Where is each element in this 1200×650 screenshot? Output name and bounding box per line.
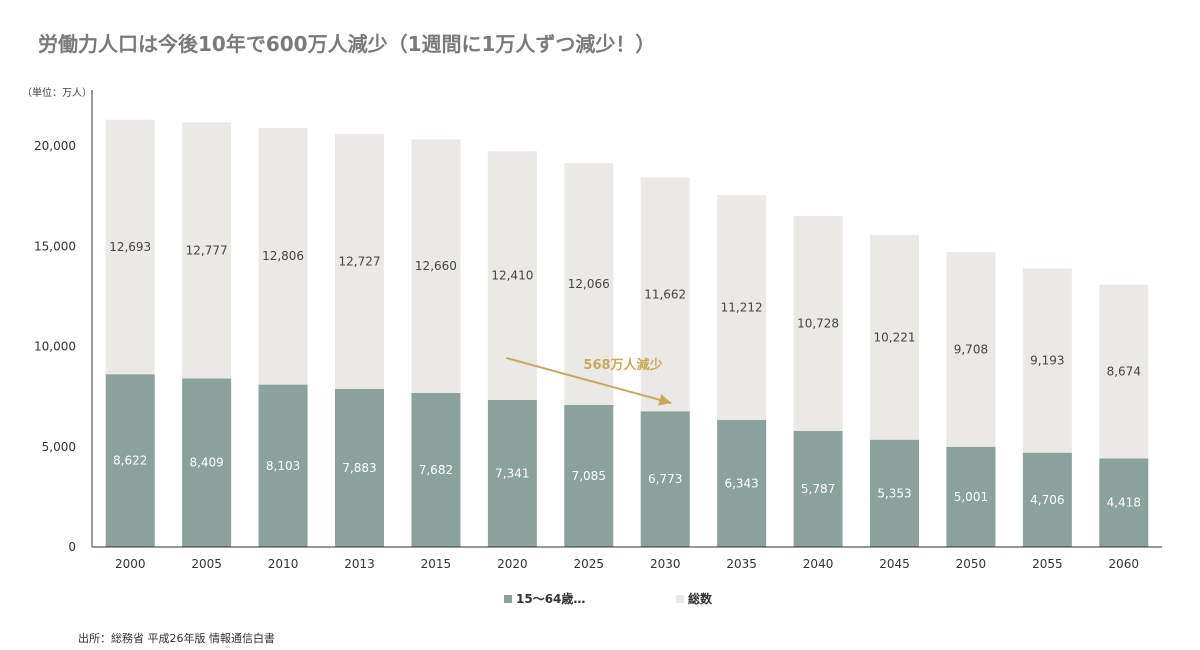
- x-tick-label: 2035: [726, 557, 757, 571]
- bar-workforce: [487, 399, 537, 547]
- bar-workforce: [258, 384, 308, 547]
- x-tick-label: 2010: [268, 557, 299, 571]
- bar-workforce: [105, 374, 155, 547]
- bar-total: [487, 151, 537, 400]
- bar-workforce: [1099, 458, 1149, 547]
- bar-total: [105, 119, 155, 375]
- unit-label: （単位：万人）: [22, 88, 92, 99]
- bar-total: [717, 195, 767, 420]
- value-label-total: 9,193: [1030, 354, 1064, 368]
- value-label-total: 10,221: [874, 330, 916, 344]
- x-tick-label: 2050: [956, 557, 987, 571]
- value-label-workforce: 8,622: [113, 454, 147, 468]
- y-tick-label: 5,000: [42, 440, 76, 454]
- bar-workforce: [411, 393, 461, 547]
- value-label-workforce: 8,409: [189, 456, 223, 470]
- bar-total: [564, 163, 614, 405]
- bar-workforce: [335, 388, 384, 547]
- value-label-total: 12,727: [339, 254, 381, 268]
- bar-workforce: [870, 439, 919, 547]
- bar-total: [258, 127, 308, 385]
- value-label-workforce: 5,353: [877, 486, 911, 500]
- value-label-workforce: 7,883: [342, 461, 376, 475]
- value-label-total: 12,410: [491, 268, 533, 282]
- bar-total: [335, 133, 384, 389]
- x-tick-label: 2025: [574, 557, 605, 571]
- y-tick-label: 20,000: [34, 139, 76, 153]
- value-label-workforce: 8,103: [266, 459, 300, 473]
- value-label-workforce: 6,773: [648, 472, 682, 486]
- x-tick-label: 2030: [650, 557, 681, 571]
- chart-title: 労働力人口は今後10年で600万人減少（1週間に1万人ずつ減少！）: [38, 32, 656, 56]
- value-label-workforce: 7,682: [419, 463, 453, 477]
- bars: 8,622 12,693 8,409 12,777 8,103 12,806 7,883 12…: [105, 119, 1149, 547]
- x-tick-label: 2060: [1109, 557, 1140, 571]
- x-tick-label: 2000: [115, 557, 146, 571]
- bar-workforce: [1022, 452, 1072, 547]
- value-label-total: 12,693: [109, 240, 151, 254]
- bar-total: [640, 177, 690, 412]
- value-label-total: 12,660: [415, 259, 457, 273]
- bar-workforce: [564, 404, 614, 547]
- y-tick-label: 10,000: [34, 340, 76, 354]
- bar-total: [411, 139, 461, 394]
- x-tick-label: 2040: [803, 557, 834, 571]
- x-tick-label: 2055: [1032, 557, 1063, 571]
- value-label-total: 12,066: [568, 277, 610, 291]
- value-label-total: 11,212: [721, 300, 763, 314]
- y-tick-label: 15,000: [34, 239, 76, 253]
- x-tick-label: 2015: [421, 557, 452, 571]
- source-note: 出所：総務省 平成26年版 情報通信白書: [78, 632, 275, 645]
- legend-label: 総数: [688, 591, 713, 606]
- annotation-group: 568万人減少: [506, 357, 672, 406]
- legend-label: 15〜64歳…: [516, 591, 585, 606]
- value-label-total: 12,806: [262, 249, 304, 263]
- y-tick-label: 0: [68, 540, 76, 554]
- value-label-workforce: 5,001: [954, 490, 988, 504]
- x-tick-label: 2013: [344, 557, 375, 571]
- bar-total: [870, 234, 919, 440]
- x-axis: 2000 2005 2010 2013 2015 2020 2025 2030 2035 2040…: [92, 546, 1162, 571]
- bar-total: [182, 122, 232, 379]
- bar-workforce: [717, 419, 767, 547]
- bar-total: [1022, 268, 1072, 453]
- bar-workforce: [793, 431, 843, 547]
- value-label-workforce: 6,343: [724, 476, 758, 490]
- legend-swatch: [676, 595, 684, 603]
- annotation-arrow: [506, 357, 672, 406]
- legend-swatch: [504, 595, 512, 603]
- value-label-workforce: 5,787: [801, 482, 835, 496]
- value-label-total: 8,674: [1107, 365, 1141, 379]
- bar-total: [793, 215, 843, 432]
- value-label-workforce: 4,418: [1107, 496, 1141, 510]
- value-label-workforce: 7,085: [572, 469, 606, 483]
- x-tick-label: 2020: [497, 557, 528, 571]
- bar-total: [946, 252, 996, 447]
- value-label-workforce: 4,706: [1030, 493, 1064, 507]
- bar-workforce: [640, 411, 690, 547]
- bar-total: [1099, 284, 1149, 459]
- bar-workforce: [182, 378, 232, 547]
- value-label-total: 9,708: [954, 342, 988, 356]
- y-axis: 0 5,000 10,000 15,000 20,000: [34, 90, 93, 554]
- x-tick-label: 2045: [879, 557, 910, 571]
- bar-chart: 0 5,000 10,000 15,000 20,000 8,622 12,693 8,40…: [34, 90, 1162, 606]
- value-label-total: 10,728: [797, 316, 839, 330]
- value-label-workforce: 7,341: [495, 466, 529, 480]
- value-label-total: 12,777: [186, 243, 228, 257]
- bar-workforce: [946, 446, 996, 547]
- legend: 15〜64歳… 総数: [504, 591, 713, 606]
- value-label-total: 11,662: [644, 287, 686, 301]
- annotation-label: 568万人減少: [583, 357, 662, 373]
- x-tick-label: 2005: [191, 557, 222, 571]
